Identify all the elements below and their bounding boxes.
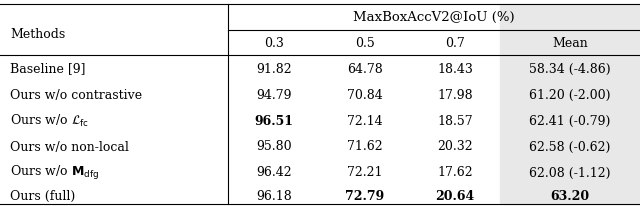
Text: Methods: Methods [10, 28, 65, 41]
Text: 96.18: 96.18 [256, 190, 292, 202]
Text: 70.84: 70.84 [347, 89, 383, 102]
Text: 62.41 (-0.79): 62.41 (-0.79) [529, 115, 611, 128]
Text: Ours (full): Ours (full) [10, 190, 76, 202]
Text: 0.5: 0.5 [355, 36, 375, 49]
Text: Mean: Mean [552, 36, 588, 49]
Text: 96.51: 96.51 [255, 115, 294, 128]
Text: 17.98: 17.98 [437, 89, 473, 102]
Text: Ours w/o contrastive: Ours w/o contrastive [10, 89, 142, 102]
Text: 0.7: 0.7 [445, 36, 465, 49]
Text: 63.20: 63.20 [550, 190, 589, 202]
Text: MaxBoxAccV2@IoU (%): MaxBoxAccV2@IoU (%) [353, 11, 515, 23]
Text: 61.20 (-2.00): 61.20 (-2.00) [529, 89, 611, 102]
Text: 18.43: 18.43 [437, 62, 473, 76]
Text: 72.14: 72.14 [347, 115, 383, 128]
Text: 72.79: 72.79 [346, 190, 385, 202]
Text: 62.08 (-1.12): 62.08 (-1.12) [529, 166, 611, 179]
Bar [500, 4, 640, 204]
Text: 17.62: 17.62 [437, 166, 473, 179]
Text: 58.34 (-4.86): 58.34 (-4.86) [529, 62, 611, 76]
Text: 18.57: 18.57 [437, 115, 473, 128]
Text: 71.62: 71.62 [347, 140, 383, 153]
Text: 94.79: 94.79 [256, 89, 292, 102]
Text: 95.80: 95.80 [256, 140, 292, 153]
Text: 20.32: 20.32 [437, 140, 473, 153]
Text: 0.3: 0.3 [264, 36, 284, 49]
Text: 96.42: 96.42 [256, 166, 292, 179]
Text: Ours w/o $\mathbf{M}_{\mathrm{dfg}}$: Ours w/o $\mathbf{M}_{\mathrm{dfg}}$ [10, 164, 99, 182]
Text: Ours w/o $\mathcal{L}_{\mathrm{fc}}$: Ours w/o $\mathcal{L}_{\mathrm{fc}}$ [10, 113, 89, 129]
Text: Ours w/o non-local: Ours w/o non-local [10, 140, 129, 153]
Text: 72.21: 72.21 [348, 166, 383, 179]
Text: Baseline [9]: Baseline [9] [10, 62, 86, 76]
Text: 91.82: 91.82 [256, 62, 292, 76]
Text: 64.78: 64.78 [347, 62, 383, 76]
Text: 20.64: 20.64 [435, 190, 475, 202]
Text: 62.58 (-0.62): 62.58 (-0.62) [529, 140, 611, 153]
